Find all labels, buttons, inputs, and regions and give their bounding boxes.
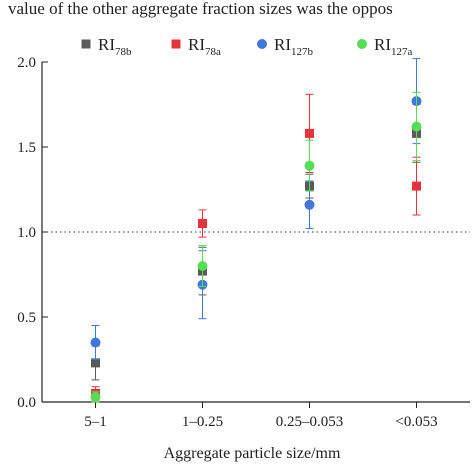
y-tick-label: 0.0 <box>17 395 36 411</box>
data-point <box>90 337 101 348</box>
legend-marker <box>357 39 367 49</box>
plot-area: 0.0 0.5 1.0 1.5 2.0 5–1 1–0.25 0.25–0.053 <0.053 <box>17 55 470 430</box>
legend-label: RI78b <box>98 35 132 58</box>
legend-marker <box>81 39 91 49</box>
legend-label: RI127a <box>374 35 413 58</box>
legend-item: RI127b <box>257 35 314 58</box>
legend-item: RI127a <box>357 35 413 58</box>
legend-label: RI78a <box>188 35 221 58</box>
y-tick-label: 1.0 <box>17 225 36 241</box>
x-axis-label: Aggregate particle size/mm <box>164 445 341 462</box>
y-tick-label: 1.5 <box>17 140 36 156</box>
data-point <box>411 121 422 132</box>
x-tick-label: <0.053 <box>395 414 437 430</box>
x-tick-label: 5–1 <box>84 414 107 430</box>
legend-marker <box>257 39 267 49</box>
data-point <box>305 128 314 138</box>
y-tick-label: 0.5 <box>17 310 36 326</box>
legend-item: RI78a <box>171 35 221 58</box>
legend-item: RI78b <box>81 35 132 58</box>
legend-marker <box>171 39 181 49</box>
data-point <box>304 160 315 171</box>
x-tick-label: 0.25–0.053 <box>276 414 344 430</box>
legend: RI78b RI78a RI127b RI127a <box>81 35 413 58</box>
data-point <box>304 199 315 210</box>
caption-fragment: value of the other aggregate fraction si… <box>8 0 393 18</box>
data-point <box>412 181 421 191</box>
data-point <box>197 261 208 271</box>
y-tick-label: 2.0 <box>17 55 36 71</box>
data-point <box>90 391 101 402</box>
legend-label: RI127b <box>274 35 314 58</box>
data-point <box>198 219 207 228</box>
x-tick-label: 1–0.25 <box>182 414 223 430</box>
data-point <box>91 358 100 368</box>
